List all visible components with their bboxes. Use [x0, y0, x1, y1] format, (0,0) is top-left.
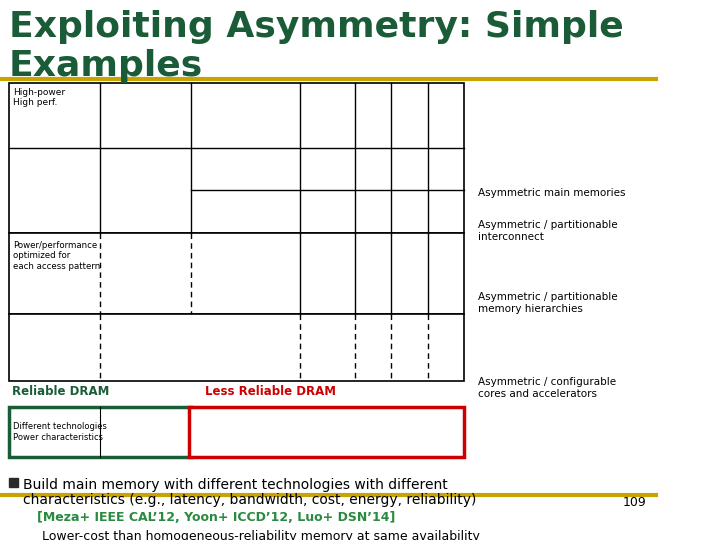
Bar	[9, 314, 464, 381]
Text: Power/performance
optimized for
each access pattern: Power/performance optimized for each acc…	[13, 241, 100, 271]
Text: Examples: Examples	[9, 50, 203, 84]
Bar	[9, 407, 192, 457]
Text: characteristics (e.g., latency, bandwidth, cost, energy, reliability): characteristics (e.g., latency, bandwidt…	[23, 493, 476, 507]
Text: Asymmetric / partitionable
interconnect: Asymmetric / partitionable interconnect	[478, 220, 618, 242]
Text: Less Reliable DRAM: Less Reliable DRAM	[205, 386, 336, 399]
Text: 109: 109	[623, 496, 647, 509]
Text: Lower-cost than homogeneous-reliability memory at same availability: Lower-cost than homogeneous-reliability …	[42, 530, 480, 540]
Bar	[189, 407, 464, 457]
Bar	[9, 233, 464, 314]
Text: Build main memory with different technologies with different: Build main memory with different technol…	[23, 478, 448, 492]
Text: Reliable DRAM: Reliable DRAM	[12, 386, 109, 399]
Bar	[9, 478, 18, 487]
Text: Different technologies
Power characteristics: Different technologies Power characteris…	[13, 422, 107, 442]
Text: Exploiting Asymmetry: Simple: Exploiting Asymmetry: Simple	[9, 10, 624, 44]
Bar	[30, 531, 37, 539]
Bar	[9, 83, 464, 233]
Text: Asymmetric main memories: Asymmetric main memories	[478, 188, 626, 198]
Text: High-power
High perf.: High-power High perf.	[13, 87, 65, 107]
Text: Asymmetric / partitionable
memory hierarchies: Asymmetric / partitionable memory hierar…	[478, 292, 618, 314]
Text: [Meza+ IEEE CAL’12, Yoon+ ICCD’12, Luo+ DSN’14]: [Meza+ IEEE CAL’12, Yoon+ ICCD’12, Luo+ …	[37, 511, 396, 524]
Text: Asymmetric / configurable
cores and accelerators: Asymmetric / configurable cores and acce…	[478, 377, 616, 399]
